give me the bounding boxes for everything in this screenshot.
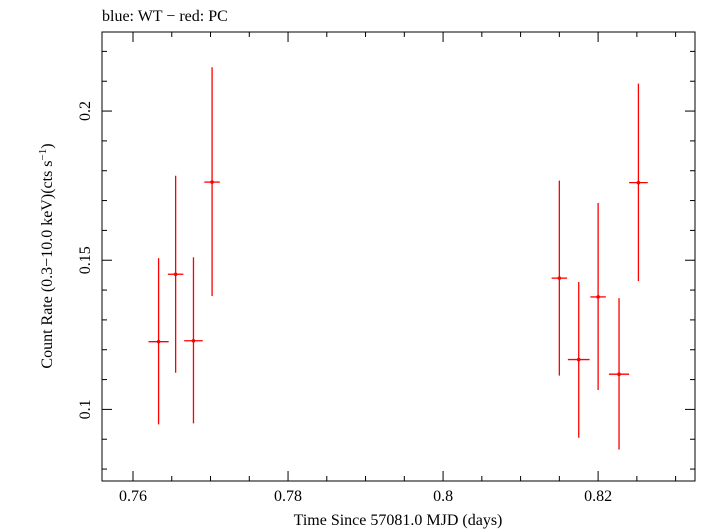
- chart-title: blue: WT − red: PC: [102, 8, 228, 25]
- x-tick-label: 0.78: [274, 488, 302, 505]
- y-axis-label-main: Count Rate (0.3−10.0 keV)(cts s: [39, 160, 56, 368]
- data-point-1: [167, 175, 184, 373]
- y-axis-ticks: 0.1 0.15 0.2: [77, 50, 695, 470]
- y-tick-label: 0.1: [77, 399, 94, 419]
- point-marker: [173, 272, 178, 277]
- data-points: [148, 67, 648, 450]
- data-point-7: [608, 298, 630, 450]
- data-point-4: [551, 180, 568, 376]
- y-axis-label-end: ): [39, 143, 56, 148]
- x-tick-label: 0.82: [584, 488, 612, 505]
- y-axis-label: Count Rate (0.3−10.0 keV)(cts s−1): [37, 143, 56, 368]
- y-axis-label-superscript: −1: [37, 149, 49, 161]
- point-marker: [156, 339, 161, 344]
- x-axis-ticks: 0.76 0.78 0.8 0.82: [119, 32, 677, 505]
- point-marker: [636, 180, 641, 185]
- data-point-6: [590, 202, 606, 391]
- point-marker: [210, 180, 214, 184]
- data-point-0: [148, 258, 169, 425]
- data-point-8: [629, 83, 648, 282]
- y-tick-label: 0.2: [77, 101, 94, 121]
- data-point-5: [567, 282, 590, 438]
- x-axis-label: Time Since 57081.0 MJD (days): [294, 512, 503, 529]
- point-marker: [191, 338, 196, 343]
- y-tick-label: 0.15: [77, 246, 94, 274]
- x-tick-label: 0.8: [433, 488, 453, 505]
- plot-frame: [101, 31, 696, 482]
- point-marker: [576, 357, 581, 362]
- point-marker: [557, 276, 562, 280]
- x-tick-label: 0.76: [119, 488, 147, 505]
- point-marker: [596, 295, 600, 299]
- point-marker: [617, 372, 621, 376]
- data-point-2: [184, 257, 203, 424]
- data-point-3: [204, 67, 220, 297]
